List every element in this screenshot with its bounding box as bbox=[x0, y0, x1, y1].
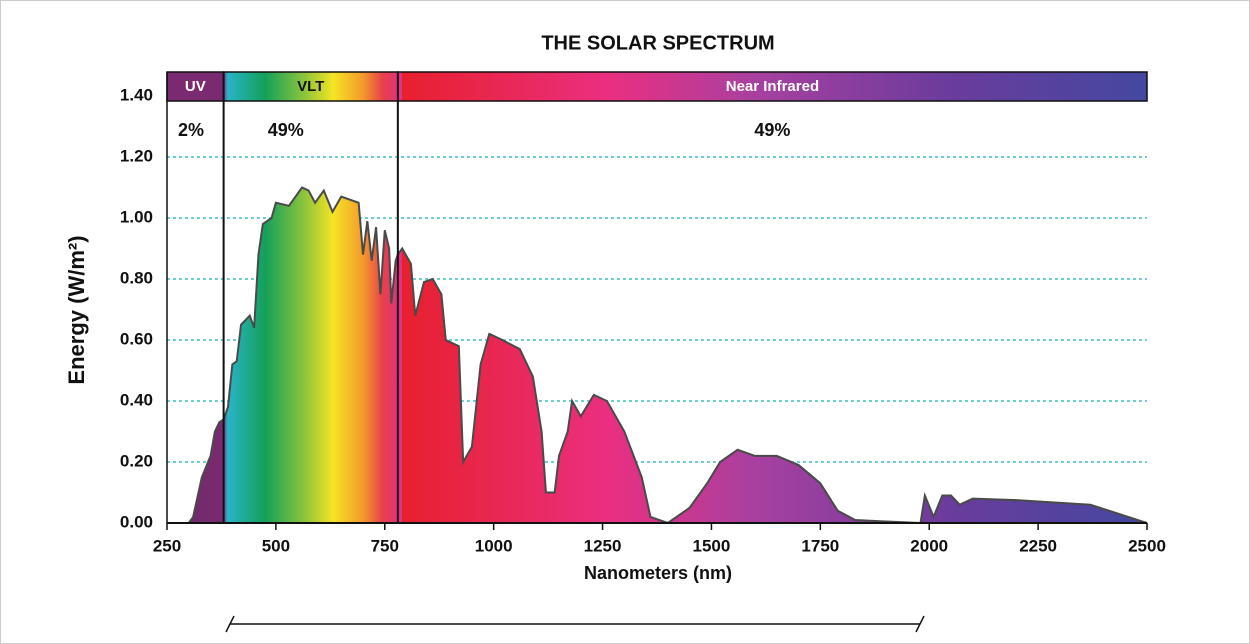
x-tick-label: 1000 bbox=[475, 536, 513, 555]
y-tick-label: 1.00 bbox=[120, 207, 153, 226]
x-tick-label: 2500 bbox=[1128, 536, 1166, 555]
y-axis-label: Energy (W/m²) bbox=[64, 235, 89, 384]
spectrum-area bbox=[186, 186, 1148, 525]
x-tick-label: 750 bbox=[371, 536, 399, 555]
region-share: 2% bbox=[178, 120, 204, 140]
y-tick-label: 0.20 bbox=[120, 451, 153, 470]
x-tick-label: 1250 bbox=[584, 536, 622, 555]
region-band bbox=[222, 71, 399, 102]
region-name: Near Infrared bbox=[726, 78, 819, 95]
x-tick-label: 250 bbox=[153, 536, 181, 555]
x-tick-label: 1500 bbox=[693, 536, 731, 555]
y-tick-label: 1.20 bbox=[120, 146, 153, 165]
y-tick-label: 0.80 bbox=[120, 268, 153, 287]
region-share: 49% bbox=[754, 120, 790, 140]
x-tick-label: 1750 bbox=[801, 536, 839, 555]
x-tick-label: 2250 bbox=[1019, 536, 1057, 555]
region-name: VLT bbox=[297, 78, 324, 95]
y-tick-label: 1.40 bbox=[120, 85, 153, 104]
y-tick-label: 0.40 bbox=[120, 390, 153, 409]
chart-title: THE SOLAR SPECTRUM bbox=[541, 32, 774, 54]
y-tick-label: 0.00 bbox=[120, 512, 153, 531]
x-tick-label: 500 bbox=[262, 536, 290, 555]
y-tick-label: 0.60 bbox=[120, 329, 153, 348]
x-tick-label: 2000 bbox=[910, 536, 948, 555]
region-name: UV bbox=[185, 78, 206, 95]
x-axis-label: Nanometers (nm) bbox=[584, 563, 732, 583]
span-bracket bbox=[225, 615, 925, 633]
region-share: 49% bbox=[268, 120, 304, 140]
region-band bbox=[397, 71, 1148, 102]
region-band bbox=[166, 71, 225, 102]
